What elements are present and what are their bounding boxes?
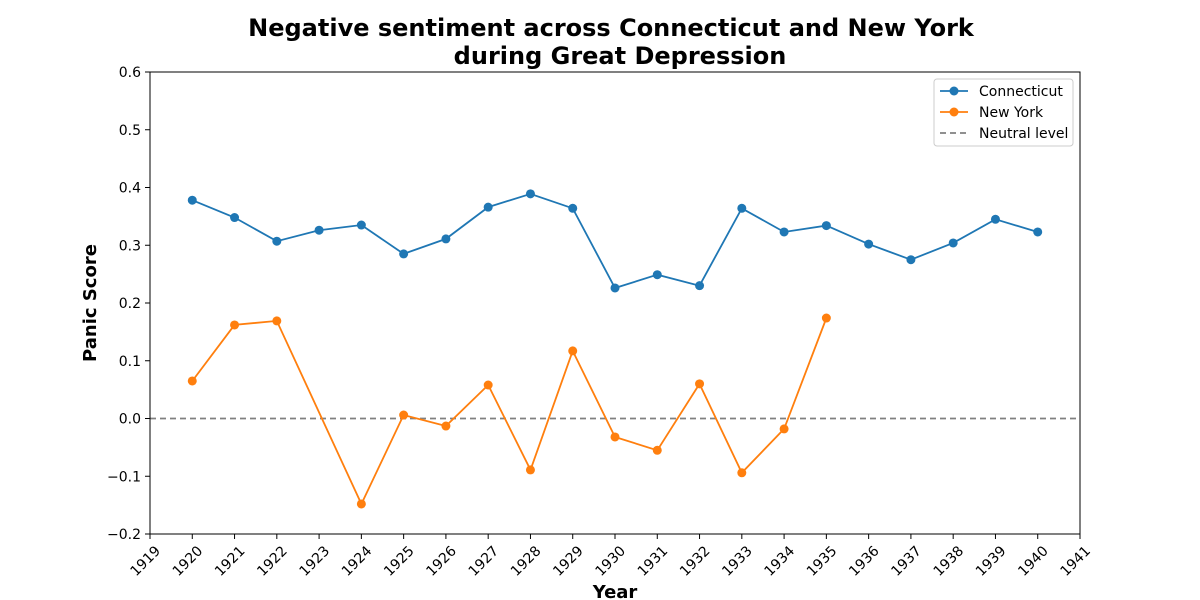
- data-point-connecticut: [356, 220, 366, 230]
- y-tick-label: 0.2: [119, 296, 141, 312]
- data-point-connecticut: [695, 281, 705, 291]
- data-point-new-york: [187, 376, 197, 386]
- data-point-new-york: [230, 320, 240, 330]
- x-tick-label: 1922: [254, 543, 291, 580]
- x-tick-label: 1923: [297, 543, 334, 580]
- legend-label-new-york: New York: [979, 105, 1044, 121]
- data-point-connecticut: [864, 239, 874, 249]
- y-tick-label: 0.5: [119, 123, 141, 139]
- legend-box: [933, 78, 1074, 147]
- data-point-new-york: [779, 424, 789, 434]
- data-point-connecticut: [821, 221, 831, 231]
- data-point-connecticut: [568, 203, 578, 213]
- x-tick-label: 1938: [931, 543, 968, 580]
- x-tick-label: 1928: [508, 543, 545, 580]
- data-point-connecticut: [187, 195, 197, 205]
- x-tick-label: 1937: [888, 543, 925, 580]
- x-tick-label: 1929: [550, 543, 587, 580]
- series-line-new-york: [191, 317, 828, 507]
- data-point-connecticut: [779, 227, 789, 237]
- x-tick-label: 1919: [127, 543, 164, 580]
- data-point-new-york: [652, 445, 662, 455]
- data-point-connecticut: [441, 234, 451, 244]
- data-point-new-york: [610, 432, 620, 442]
- y-tick-label: −0.1: [107, 469, 141, 485]
- y-tick-label: 0.0: [119, 412, 141, 428]
- data-point-new-york: [441, 421, 451, 431]
- data-point-connecticut: [906, 255, 916, 265]
- x-tick-label: 1927: [466, 543, 503, 580]
- data-point-new-york: [272, 316, 282, 326]
- data-point-connecticut: [610, 283, 620, 293]
- data-point-connecticut: [525, 189, 535, 199]
- x-tick-label: 1921: [212, 543, 249, 580]
- x-tick-label: 1936: [846, 543, 883, 580]
- y-tick-label: 0.3: [119, 238, 141, 254]
- data-point-connecticut: [272, 236, 282, 246]
- data-point-new-york: [356, 499, 366, 509]
- legend-label-neutral-level: Neutral level: [979, 126, 1068, 142]
- data-point-new-york: [483, 380, 493, 390]
- x-axis-label: Year: [592, 582, 638, 600]
- x-tick-label: 1930: [592, 543, 629, 580]
- x-tick-label: 1933: [719, 543, 756, 580]
- x-tick-label: 1939: [973, 543, 1010, 580]
- data-point-connecticut: [399, 249, 409, 259]
- y-tick-label: 0.6: [119, 65, 141, 81]
- data-point-connecticut: [652, 270, 662, 280]
- data-point-new-york: [737, 468, 747, 478]
- x-tick-label: 1935: [804, 543, 841, 580]
- x-tick-label: 1924: [339, 543, 376, 580]
- legend-marker-connecticut: [949, 86, 959, 96]
- x-tick-label: 1920: [170, 543, 207, 580]
- x-tick-label: 1925: [381, 543, 418, 580]
- chart-title-line-2: during Great Depression: [454, 42, 787, 70]
- x-tick-label: 1931: [635, 543, 672, 580]
- series-line-connecticut: [191, 192, 1038, 290]
- chart-title-line-1: Negative sentiment across Connecticut an…: [248, 14, 975, 42]
- legend: Connecticut New York Neutral level: [933, 78, 1074, 147]
- y-tick-label: 0.4: [119, 181, 141, 197]
- x-tick-label: 1932: [677, 543, 714, 580]
- legend-label-connecticut: Connecticut: [979, 84, 1063, 100]
- data-point-connecticut: [314, 225, 324, 235]
- y-axis-label: Panic Score: [80, 244, 101, 362]
- data-point-new-york: [525, 465, 535, 475]
- data-point-new-york: [695, 379, 705, 389]
- data-point-connecticut: [990, 214, 1000, 224]
- data-point-connecticut: [737, 203, 747, 213]
- y-tick-label: 0.1: [119, 354, 141, 370]
- x-tick-label: 1926: [423, 543, 460, 580]
- data-point-new-york: [821, 313, 831, 323]
- data-point-new-york: [568, 346, 578, 356]
- x-tick-label: 1934: [762, 543, 799, 580]
- data-point-connecticut: [230, 213, 240, 223]
- data-point-new-york: [399, 410, 409, 420]
- data-point-connecticut: [1033, 227, 1043, 237]
- x-tick-label: 1941: [1057, 543, 1094, 580]
- legend-marker-new-york: [949, 107, 959, 117]
- y-tick-label: −0.2: [107, 527, 141, 543]
- data-point-connecticut: [948, 238, 958, 248]
- x-tick-label: 1940: [1015, 543, 1052, 580]
- data-point-connecticut: [483, 202, 493, 212]
